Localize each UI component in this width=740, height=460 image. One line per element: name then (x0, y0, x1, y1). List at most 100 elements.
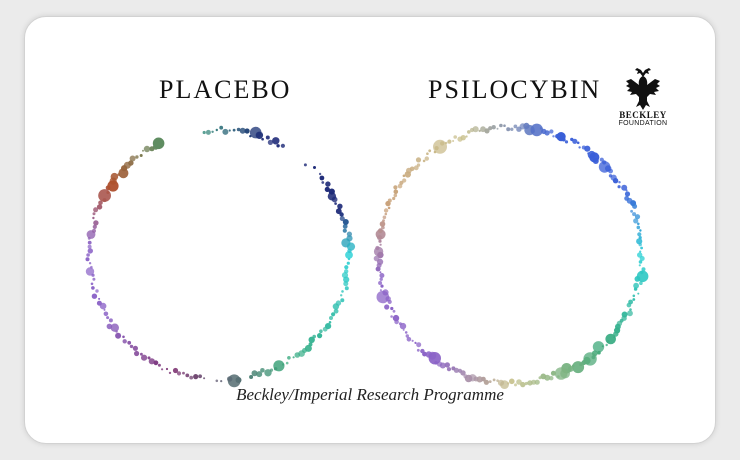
ring-dot (103, 311, 109, 317)
ring-dot (140, 352, 143, 356)
ring-dot (544, 130, 550, 136)
ring-dot (444, 141, 448, 145)
ring-dot (285, 361, 289, 365)
ring-dot (193, 374, 199, 380)
ring-dot (334, 202, 337, 205)
ring-dot (328, 321, 332, 324)
ring-dot (255, 131, 264, 139)
ring-dot (287, 356, 291, 360)
ring-dot (98, 200, 103, 206)
ring-dot (463, 374, 468, 379)
ring-dot (332, 303, 340, 310)
ring-dot (416, 163, 421, 167)
ring-dot (239, 127, 246, 134)
ring-dot (92, 224, 97, 229)
ring-dot (95, 289, 99, 293)
ring-dot (483, 379, 489, 385)
ring-dot (414, 341, 417, 344)
ring-dot (244, 128, 250, 134)
ring-dot (93, 220, 99, 226)
ring-dot (375, 229, 386, 240)
ring-dot (106, 316, 110, 320)
ring-dot (260, 368, 265, 373)
ring-dot (392, 314, 400, 322)
ring-dot (612, 178, 619, 184)
ring-dot (115, 332, 122, 339)
ring-dot (261, 137, 264, 141)
ring-dot (308, 336, 315, 343)
ring-dot (329, 316, 333, 320)
ring-dot (273, 367, 278, 371)
ring-dot (393, 185, 398, 190)
ring-dot (340, 294, 343, 297)
ring-dot (172, 367, 179, 374)
ring-dot (503, 124, 506, 127)
ring-dot (492, 378, 496, 382)
ring-dot (148, 358, 155, 365)
ring-dot (424, 156, 429, 161)
placebo-ring (85, 125, 356, 388)
ring-dot (198, 374, 203, 379)
ring-dot (538, 376, 542, 380)
ring-dot (632, 298, 636, 301)
ring-dot (344, 265, 349, 270)
ring-dot (457, 368, 463, 373)
ring-dot (142, 149, 144, 152)
ring-dot (527, 380, 533, 386)
ring-dot (228, 129, 231, 132)
ring-dot (440, 141, 445, 146)
ring-dot (232, 128, 236, 132)
ring-dot (633, 218, 639, 224)
ring-dot (513, 124, 518, 129)
ring-dot (378, 239, 382, 243)
ring-dot (608, 168, 613, 174)
ring-dot (420, 348, 425, 354)
ring-dot (597, 350, 601, 355)
ring-dot (321, 181, 325, 184)
ring-dot (215, 128, 218, 132)
ring-dot (634, 276, 641, 282)
ring-dot (345, 251, 353, 259)
ring-dot (398, 322, 402, 326)
ring-dot (453, 135, 458, 139)
ring-dot (624, 191, 631, 197)
ring-dot (220, 380, 223, 383)
ring-dot (484, 128, 490, 134)
ring-dot (203, 377, 206, 380)
ring-dot (379, 273, 385, 278)
ring-dot (168, 371, 172, 375)
ring-dot (640, 246, 643, 250)
ring-dot (342, 224, 348, 229)
ring-dot (344, 286, 349, 291)
ring-dot (634, 214, 641, 220)
ring-dot (572, 361, 585, 374)
ring-dot (135, 155, 139, 159)
ring-dot (347, 257, 351, 261)
ring-dot (379, 221, 386, 227)
ring-dot (488, 126, 493, 131)
ring-dot (98, 189, 111, 202)
ring-dot (488, 380, 492, 383)
ring-dot (592, 341, 605, 353)
ring-dot (496, 127, 499, 130)
ring-dot (446, 367, 452, 372)
ring-dot (92, 277, 96, 281)
ring-dot (605, 343, 608, 347)
ring-dot (110, 323, 120, 332)
ring-dot (219, 125, 224, 130)
ring-dot (215, 379, 219, 383)
ring-dot (122, 339, 127, 344)
ring-dot (639, 250, 642, 253)
ring-dot (409, 166, 415, 172)
ring-dot (467, 130, 471, 134)
ring-dot (331, 312, 336, 317)
ring-dot (346, 231, 352, 237)
ring-dot (122, 335, 125, 339)
ring-dot (637, 232, 642, 237)
ring-dot (626, 302, 632, 308)
ring-dot (428, 149, 432, 153)
ring-dot (465, 135, 468, 138)
ring-dot (378, 281, 383, 285)
ring-dot (447, 139, 452, 144)
ring-dot (294, 352, 301, 358)
